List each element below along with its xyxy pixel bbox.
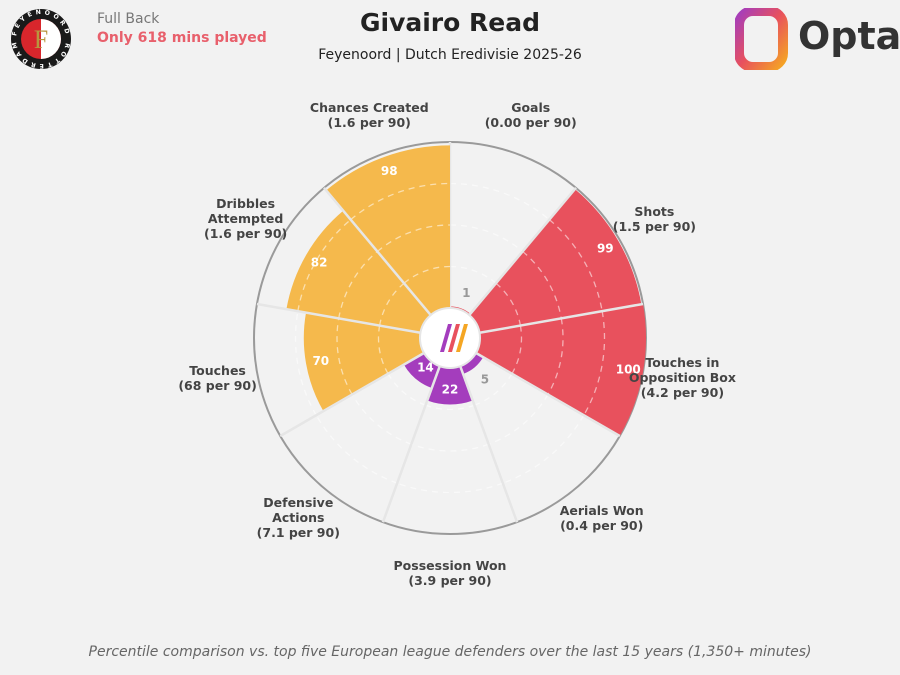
gridline-ring — [511, 325, 523, 375]
category-label: Chances Created (1.6 per 90) — [310, 100, 429, 130]
gridline-ring — [377, 325, 389, 375]
footer-note: Percentile comparison vs. top five Europ… — [88, 644, 812, 660]
gridline-ring — [474, 373, 513, 406]
category-label: Dribbles Attempted (1.6 per 90) — [204, 196, 287, 241]
opta-logo-icon — [735, 8, 788, 70]
opta-brand: Opta — [798, 14, 900, 58]
gridline-ring — [449, 224, 524, 252]
category-label: Touches (68 per 90) — [178, 363, 257, 393]
feyenoord-crest-logo: FEYENOORD ROTTERDAM F — [11, 9, 71, 69]
category-label: Goals (0.00 per 90) — [485, 100, 577, 130]
center-logo-icon — [448, 324, 460, 352]
center-logo-icon — [440, 324, 452, 352]
slice-divider — [468, 187, 577, 316]
slice-divider — [279, 351, 425, 438]
gridline-ring — [548, 219, 603, 312]
slice-7 — [286, 210, 431, 333]
category-label: Touches in Opposition Box (4.2 per 90) — [629, 355, 736, 400]
gridline-ring — [294, 311, 317, 416]
value-label: 22 — [442, 383, 459, 397]
slice-divider — [381, 365, 441, 523]
gridline-ring — [425, 404, 475, 411]
value-label: 100 — [616, 362, 641, 376]
value-label: 99 — [597, 241, 614, 255]
value-label: 70 — [312, 354, 329, 368]
slice-divider — [475, 351, 621, 438]
category-label: Shots (1.5 per 90) — [613, 204, 696, 234]
gridline-ring — [387, 373, 426, 406]
slice-divider — [479, 302, 644, 335]
slice-3 — [460, 353, 484, 374]
value-label: 5 — [481, 373, 489, 387]
chart-subtitle: Feyenoord | Dutch Eredivisie 2025-26 — [318, 47, 582, 63]
slice-divider — [323, 187, 432, 316]
gridline-ring — [376, 224, 451, 252]
gridline-ring — [297, 219, 352, 312]
gridline-ring — [495, 282, 522, 326]
gridline-ring — [449, 182, 550, 221]
gridline-ring — [350, 182, 451, 221]
minutes-note: Only 618 mins played — [97, 30, 267, 46]
center-logo-icon — [456, 324, 468, 352]
slice-2 — [475, 303, 646, 436]
gridline-ring — [403, 265, 451, 284]
gridline-ring — [522, 250, 562, 319]
svg-text:F: F — [34, 25, 48, 54]
gridline-ring — [411, 443, 489, 452]
slice-6 — [303, 312, 425, 412]
player-position: Full Back — [97, 11, 160, 27]
gridline-ring — [502, 414, 585, 484]
slice-8 — [326, 145, 450, 316]
gridline-ring — [351, 394, 412, 445]
gridline-ring — [583, 311, 606, 416]
chart-title: Givairo Read — [359, 8, 540, 37]
gridline-ring — [396, 482, 504, 494]
gridline-ring — [488, 394, 549, 445]
value-label: 14 — [417, 360, 434, 374]
gridline-ring — [336, 318, 353, 395]
gridline-ring — [547, 318, 564, 395]
category-label: Possession Won (3.9 per 90) — [394, 558, 507, 588]
gridline-ring — [449, 265, 497, 284]
value-label: 98 — [381, 164, 398, 178]
slice-4 — [427, 366, 473, 405]
value-label: 82 — [311, 255, 328, 269]
category-label: Aerials Won (0.4 per 90) — [560, 503, 644, 533]
value-label: 1 — [462, 286, 470, 300]
category-label: Defensive Actions (7.1 per 90) — [257, 495, 340, 540]
gridline-ring — [338, 250, 378, 319]
gridline-ring — [378, 282, 405, 326]
center-hub — [419, 307, 481, 369]
slice-divider — [459, 365, 519, 523]
gridline-ring — [315, 414, 398, 484]
slice-divider — [256, 302, 421, 335]
